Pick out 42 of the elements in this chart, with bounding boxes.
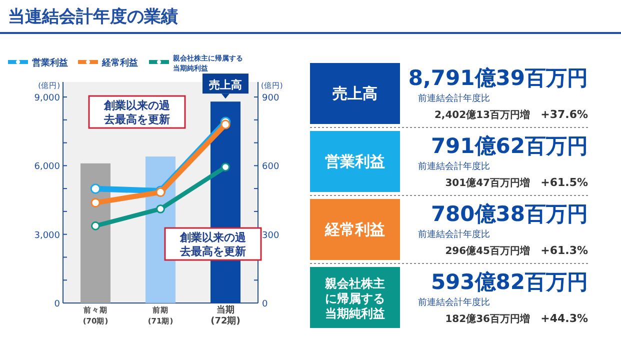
- text: 296億45百万円増: [445, 245, 530, 257]
- text: 前連結会計年度比: [418, 229, 490, 240]
- text: +61.5%: [540, 176, 588, 189]
- text: 780億38百万円: [430, 202, 588, 226]
- point: [90, 184, 101, 194]
- text: 8,791億39百万円: [408, 66, 588, 90]
- y2-tick-label: 300: [262, 230, 280, 241]
- text: 593億82百万円: [430, 270, 588, 294]
- text: +44.3%: [540, 312, 588, 325]
- y2-tick-label: 600: [262, 162, 280, 172]
- text: 301億47百万円増: [445, 177, 530, 189]
- text: 2,402億13百万円増: [434, 109, 530, 121]
- text: 791億62百万円: [430, 134, 588, 158]
- text: +37.6%: [540, 108, 588, 121]
- annotation: 創業以来の過去最高を更新: [179, 231, 247, 258]
- y-tick-label: 3,000: [34, 230, 60, 241]
- bar: [80, 163, 110, 303]
- point: [221, 162, 230, 172]
- category-label: 売上高: [332, 84, 378, 102]
- point: [156, 204, 165, 214]
- y-tick-label: 6,000: [34, 162, 60, 172]
- y2-tick-label: 900: [262, 94, 280, 104]
- point: [220, 120, 230, 130]
- text: +61.3%: [540, 244, 588, 257]
- category-label: 親会社株主に帰属する当期純利益: [324, 276, 385, 320]
- y-tick-label: 0: [54, 300, 60, 310]
- y2-tick-label: 0: [262, 300, 268, 310]
- text: 前連結会計年度比: [418, 297, 490, 308]
- legend-label: 経常利益: [101, 58, 138, 68]
- category-label: 営業利益: [325, 152, 385, 170]
- legend-label: 営業利益: [32, 58, 68, 68]
- y-tick-label: 9,000: [34, 94, 60, 104]
- x-tick-label: 当期 (72期): [210, 304, 240, 326]
- annotation: 創業以来の過去最高を更新: [103, 99, 171, 126]
- annotation: 売上高: [209, 78, 242, 92]
- point: [90, 198, 100, 208]
- text: 前連結会計年度比: [418, 93, 490, 104]
- text: 182億36百万円増: [445, 313, 530, 325]
- chart-title: 当連結会計年度の業績: [8, 7, 178, 27]
- point: [91, 221, 100, 230]
- category-label: 経常利益: [324, 220, 385, 238]
- text: 前連結会計年度比: [418, 161, 490, 172]
